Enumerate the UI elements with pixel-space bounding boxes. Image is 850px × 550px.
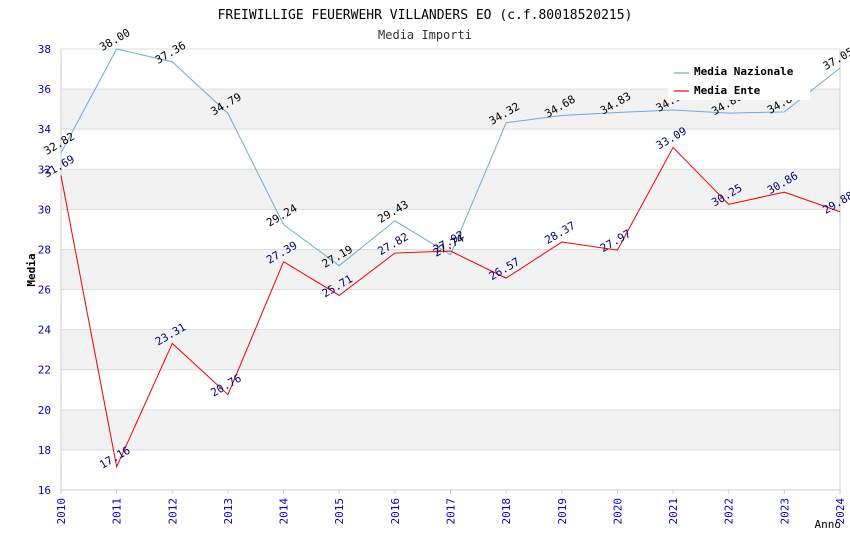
chart-subtitle: Media Importi	[378, 28, 472, 42]
legend-box	[668, 60, 810, 100]
chart-title: FREIWILLIGE FEUERWEHR VILLANDERS EO (c.f…	[218, 8, 633, 23]
grid-band	[61, 329, 840, 370]
y-tick-label: 38	[38, 43, 51, 56]
y-tick-label: 22	[38, 364, 51, 377]
series-lines	[60, 48, 841, 469]
data-label-ente: 20.76	[209, 372, 244, 400]
grid-band	[61, 169, 840, 210]
x-tick-label: 2018	[500, 498, 513, 525]
grid-band	[61, 409, 840, 450]
y-tick-label: 36	[38, 83, 51, 96]
x-tick-label: 2024	[834, 498, 847, 525]
x-tick-label: 2011	[111, 498, 124, 525]
data-label-nazionale: 38.00	[97, 26, 132, 54]
plot-background	[61, 89, 840, 450]
series-line-nazionale	[60, 48, 841, 267]
x-axis-label: Anno	[815, 518, 842, 531]
y-tick-label: 34	[38, 123, 52, 136]
x-tick-label: 2020	[611, 498, 624, 525]
y-tick-label: 30	[38, 203, 51, 216]
x-tick-label: 2013	[222, 498, 235, 525]
y-tick-label: 20	[38, 404, 51, 417]
x-tick-label: 2016	[389, 498, 402, 525]
x-tick-label: 2017	[445, 498, 458, 525]
legend: Media Nazionale Media Ente	[668, 60, 810, 100]
y-axis-ticks: 16 18 20 22 24 26 28 30 32 34 36 38	[38, 43, 52, 497]
x-tick-label: 2022	[723, 498, 736, 525]
y-axis-label: Media	[25, 253, 38, 286]
y-tick-label: 18	[38, 444, 51, 457]
x-tick-label: 2023	[778, 498, 791, 525]
y-tick-label: 32	[38, 163, 51, 176]
x-tick-label: 2010	[55, 498, 68, 525]
y-tick-label: 16	[38, 484, 51, 497]
x-tick-label: 2021	[667, 498, 680, 525]
grid-band	[61, 249, 840, 290]
legend-label-ente: Media Ente	[694, 84, 761, 97]
legend-label-nazionale: Media Nazionale	[694, 65, 794, 78]
x-tick-label: 2019	[556, 498, 569, 525]
x-tick-label: 2015	[333, 498, 346, 525]
x-tick-label: 2014	[278, 498, 291, 525]
data-label-nazionale: 37.36	[153, 39, 188, 67]
x-tick-label: 2012	[166, 498, 179, 525]
y-tick-label: 26	[38, 284, 51, 297]
series-line-ente	[60, 146, 841, 469]
x-axis-ticks: 2010 2011 2012 2013 2014 2015 2016 2017 2018 2019…	[55, 490, 847, 525]
grid-lines	[61, 48, 840, 491]
y-tick-label: 24	[38, 324, 52, 337]
y-tick-label: 28	[38, 243, 51, 256]
